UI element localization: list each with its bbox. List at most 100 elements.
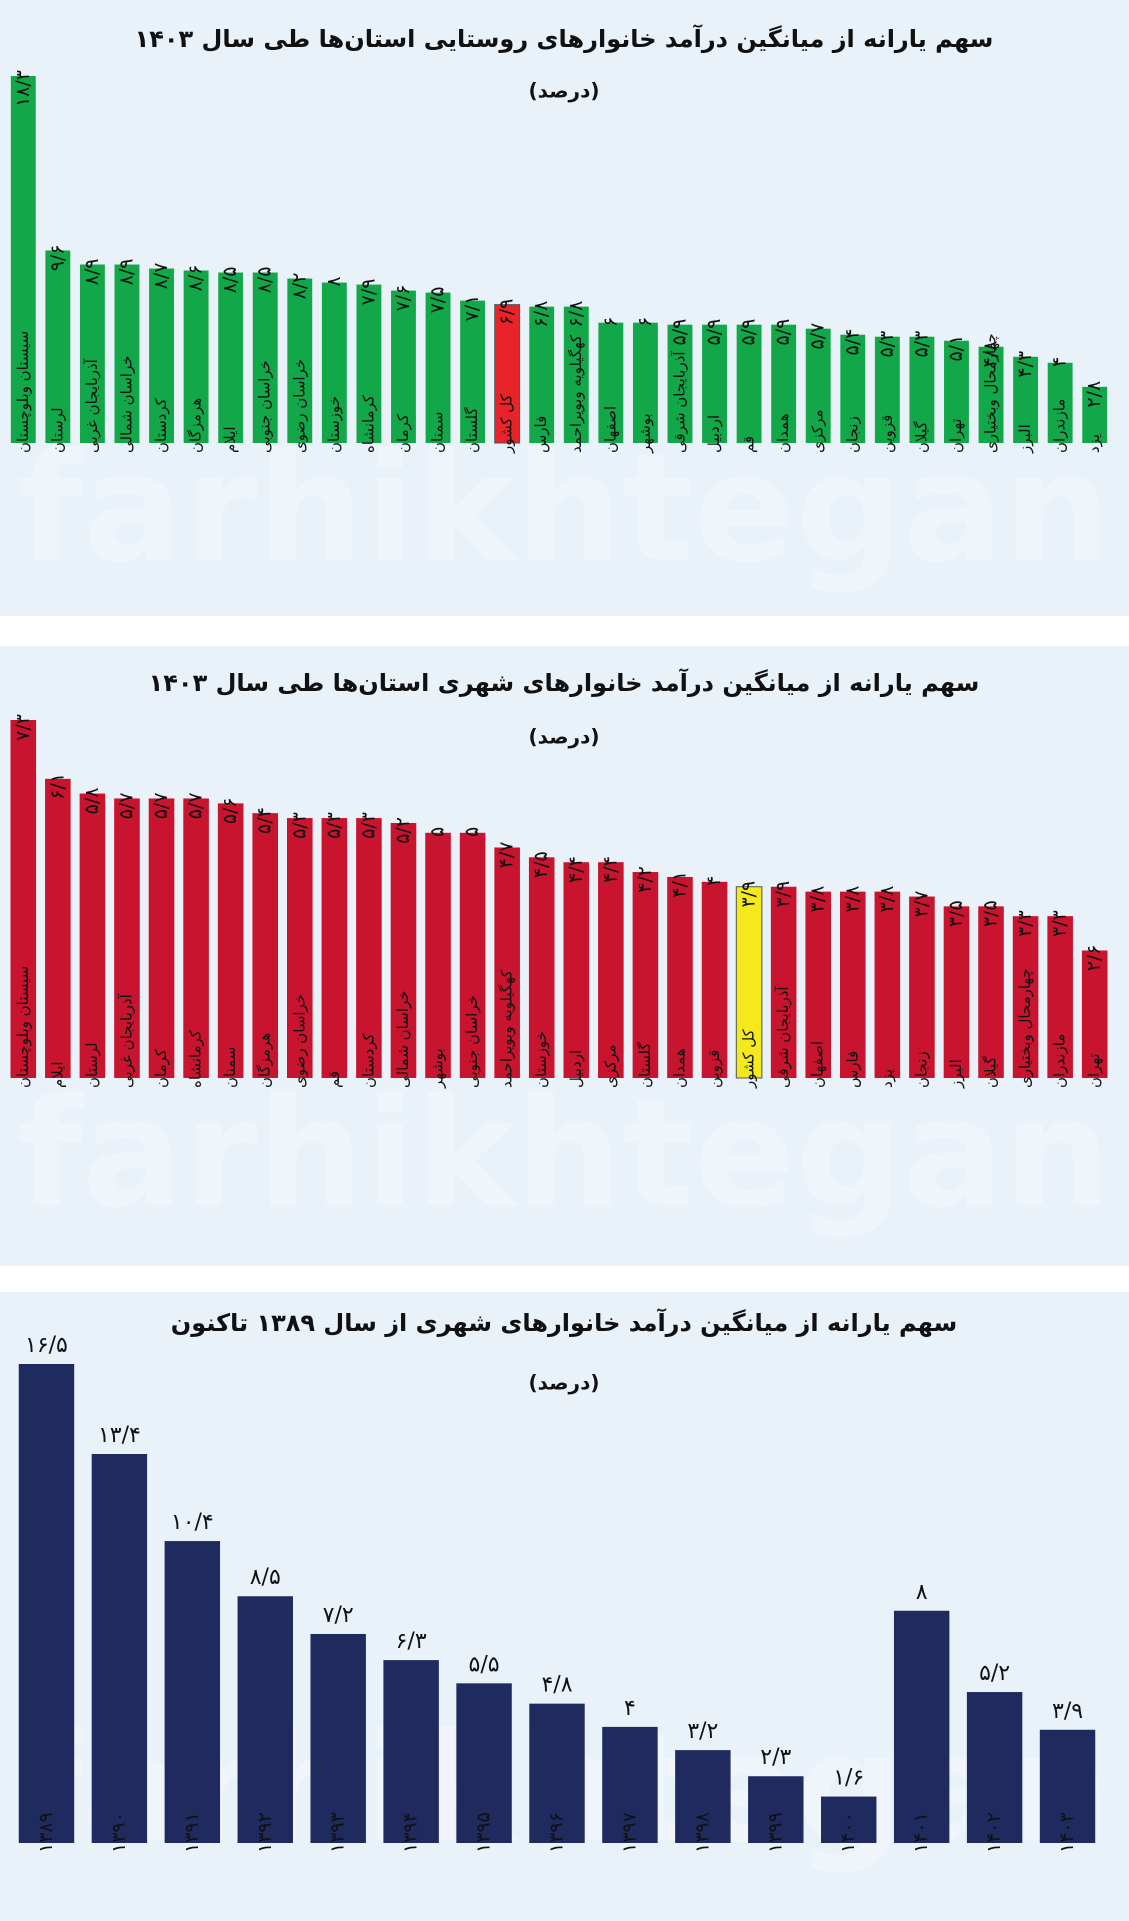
- x-tick-label: گیلان: [912, 421, 930, 453]
- value-label: ۴/۲: [634, 866, 656, 893]
- bar: [217, 803, 244, 1078]
- value-label: ۱۳/۴: [98, 1423, 141, 1448]
- bar: [675, 1750, 731, 1843]
- x-tick-label: فارس: [532, 416, 550, 453]
- bar: [874, 336, 900, 443]
- x-tick-label: همدان: [774, 413, 792, 453]
- x-tick-label: خراسان شمالی: [117, 355, 135, 453]
- bar: [702, 324, 727, 443]
- bar: [667, 324, 693, 443]
- bar: [1047, 362, 1073, 443]
- bar: [598, 862, 624, 1078]
- x-tick-label: سمنان: [221, 1047, 239, 1088]
- value-label: ۳/۸: [841, 886, 863, 913]
- value-label: ۴/۵: [530, 851, 552, 878]
- bar: [164, 1541, 221, 1843]
- x-tick-label: سیستان وبلوچستان: [14, 966, 32, 1088]
- x-tick-label: هرمزگان: [187, 398, 205, 453]
- bar: [598, 322, 624, 443]
- x-tick-label: زنجان: [912, 1051, 930, 1088]
- bar: [286, 818, 313, 1078]
- x-tick-label: ۱۳۹۲: [254, 1812, 276, 1853]
- value-label: ۵/۳: [910, 331, 932, 358]
- x-tick-label: ۱۳۹۳: [327, 1812, 349, 1853]
- x-tick-label: ایلام: [221, 426, 239, 453]
- x-tick-label: تهران: [947, 418, 965, 453]
- bar: [391, 290, 416, 443]
- bar: [563, 862, 590, 1078]
- bar: [978, 346, 1004, 443]
- x-tick-label: بوشهر: [429, 1048, 447, 1089]
- value-label: ۴/۳: [1014, 351, 1036, 378]
- bar: [425, 832, 451, 1078]
- bar: [79, 264, 105, 443]
- x-tick-label: ۱۳۹۴: [400, 1812, 422, 1853]
- bar: [944, 340, 969, 443]
- bar: [1039, 1729, 1096, 1843]
- value-label: ۴/۱: [668, 871, 690, 898]
- value-label: ۵/۶: [219, 797, 241, 824]
- value-label: ۵/۹: [738, 319, 760, 346]
- x-tick-label: کرمان: [394, 413, 412, 453]
- bar: [667, 876, 693, 1078]
- bar: [218, 272, 244, 443]
- x-tick-label: ۱۴۰۲: [983, 1812, 1005, 1853]
- x-tick-label: قم: [740, 436, 758, 453]
- chart-title: سهم یارانه از میانگین درآمد خانوارهای رو…: [135, 24, 994, 53]
- x-tick-label: کل کشور: [498, 393, 516, 454]
- bar: [632, 322, 658, 443]
- value-label: ۹/۶: [46, 244, 68, 271]
- bar: [287, 278, 313, 443]
- bar: [909, 336, 935, 443]
- x-tick-label: کرمان: [152, 1048, 170, 1088]
- bar: [425, 292, 451, 443]
- x-tick-label: یزد: [1085, 434, 1103, 453]
- bar: [529, 1703, 585, 1843]
- value-label: ۵: [427, 827, 449, 837]
- bar: [736, 324, 762, 443]
- chart-title: سهم یارانه از میانگین درآمد خانوارهای شه…: [171, 1308, 957, 1337]
- bar: [356, 284, 382, 443]
- x-tick-label: قزوین: [705, 1050, 723, 1088]
- value-label: ۳/۲: [687, 1719, 718, 1744]
- value-label: ۸/۶: [185, 265, 207, 292]
- bar: [237, 1596, 293, 1843]
- value-label: ۸/۵: [254, 267, 276, 294]
- bar: [45, 778, 71, 1078]
- bar: [735, 886, 763, 1079]
- x-tick-label: ۱۳۸۹: [35, 1812, 57, 1853]
- bar: [771, 324, 797, 443]
- value-label: ۳/۹: [1052, 1699, 1083, 1724]
- bar: [45, 250, 71, 443]
- x-tick-label: آذربایجان غربی: [83, 358, 101, 453]
- x-tick-label: گلستان: [636, 1042, 654, 1088]
- bar: [1047, 916, 1073, 1078]
- x-tick-label: خراسان شمالی: [394, 990, 412, 1088]
- value-label: ۵/۷: [150, 792, 172, 819]
- value-label: ۱۶/۵: [25, 1333, 68, 1358]
- value-label: ۶/۱: [46, 773, 68, 800]
- x-tick-label: کردستان: [359, 1032, 377, 1088]
- bar: [632, 872, 659, 1078]
- bar: [456, 1683, 512, 1843]
- x-tick-label: خوزستان: [532, 1031, 550, 1088]
- value-label: ۵/۲: [392, 817, 414, 844]
- bar: [821, 1796, 877, 1843]
- bar: [770, 886, 797, 1078]
- value-label: ۲/۶: [1083, 944, 1105, 971]
- value-label: ۵/۷: [185, 792, 207, 819]
- bar: [460, 300, 486, 443]
- x-tick-label: خراسان جنوبی: [463, 995, 481, 1088]
- value-label: ۸/۷: [150, 263, 172, 290]
- x-tick-label: لرستان: [48, 407, 66, 453]
- x-tick-label: تهران: [1085, 1053, 1103, 1088]
- x-tick-label: آذربایجان غربی: [117, 993, 135, 1088]
- x-tick-label: زنجان: [843, 416, 861, 453]
- x-tick-label: خوزستان: [325, 396, 343, 453]
- x-tick-label: اصفهان: [809, 1041, 827, 1088]
- value-label: ۴/۴: [599, 856, 621, 883]
- value-label: ۲/۸: [1083, 381, 1105, 408]
- value-label: ۴: [1049, 357, 1071, 367]
- value-label: ۶/۸: [530, 301, 552, 328]
- x-tick-label: گلستان: [463, 407, 481, 453]
